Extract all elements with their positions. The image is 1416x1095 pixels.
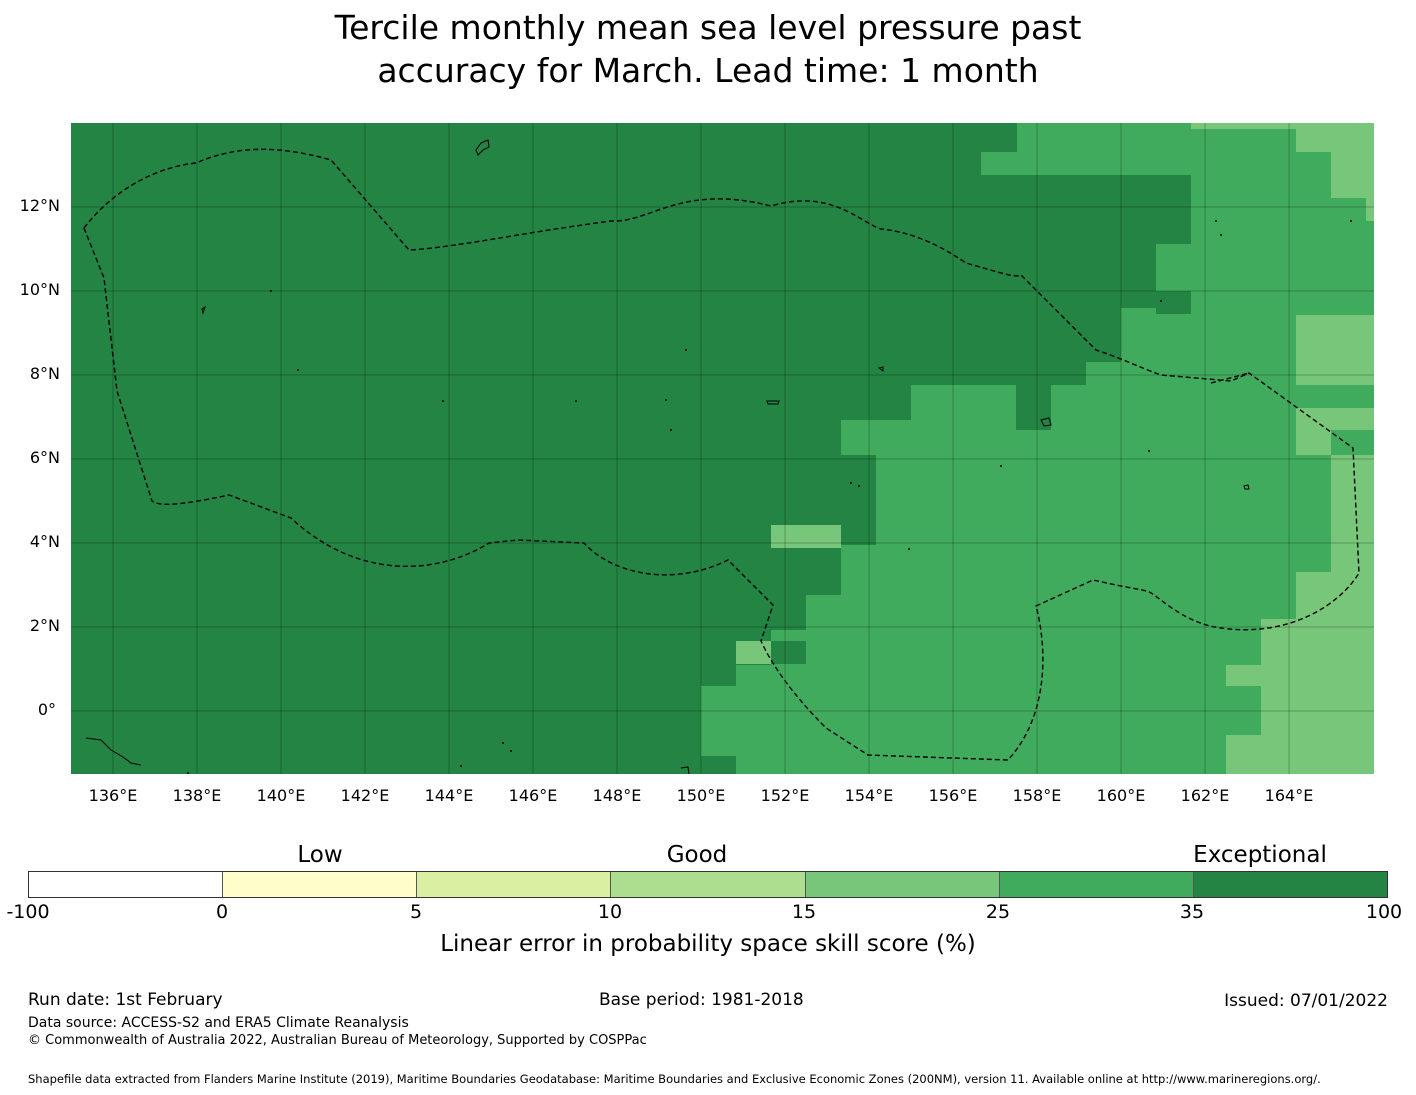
atolls — [187, 220, 1352, 774]
lat-label-6n: 6°N — [29, 448, 60, 467]
colorbar-tick-100: 100 — [1365, 901, 1403, 923]
region-good-patch-a — [771, 525, 841, 548]
lon-label-144e: 144°E — [424, 786, 474, 805]
region-good-east — [1296, 123, 1374, 221]
region-good-east-3 — [1296, 408, 1374, 455]
colorbar-tick-neg100: -100 — [6, 901, 50, 923]
colorbar-tick-0: 0 — [215, 901, 229, 923]
lon-label-136e: 136°E — [88, 786, 138, 805]
lon-label-138e: 138°E — [172, 786, 222, 805]
map-title: Tercile monthly mean sea level pressure … — [0, 6, 1416, 92]
skill-score-map — [71, 123, 1374, 774]
colorbar-bin-5-10 — [417, 872, 612, 897]
atoll-11 — [1000, 465, 1002, 467]
colorbar-category-good: Good — [666, 842, 728, 868]
region-good-east-2 — [1296, 315, 1374, 385]
copyright: © Commonwealth of Australia 2022, Austra… — [28, 1033, 647, 1048]
island-guam — [475, 139, 490, 156]
lat-label-0: 0° — [37, 700, 56, 719]
island-palau — [85, 737, 142, 766]
atoll-15 — [1350, 220, 1352, 222]
data-source: Data source: ACCESS-S2 and ERA5 Climate … — [28, 1015, 409, 1031]
lon-label-162e: 162°E — [1180, 786, 1230, 805]
island-kosrae — [1243, 484, 1250, 490]
colorbar-category-exceptional: Exceptional — [1193, 842, 1327, 868]
colorbar-tick-25: 25 — [985, 901, 1011, 923]
atoll-5 — [665, 399, 667, 401]
atoll-20 — [187, 772, 189, 774]
colorbar-tick-5: 5 — [409, 901, 423, 923]
atoll-3 — [442, 400, 444, 402]
atoll-1 — [270, 290, 272, 292]
lat-label-8n: 8°N — [29, 364, 60, 383]
lat-label-2n: 2°N — [29, 616, 60, 635]
eez-boundary-fsm — [83, 148, 1360, 761]
atoll-19 — [460, 765, 462, 767]
region-exceptional-patch-1 — [1037, 175, 1156, 385]
colorbar-bin-35-100 — [1193, 872, 1387, 897]
region-very-good — [701, 123, 1374, 774]
eez-boundary-marshall — [1210, 372, 1250, 384]
atoll-4 — [575, 400, 577, 402]
lon-label-142e: 142°E — [340, 786, 390, 805]
colorbar-bin-25-35 — [999, 872, 1194, 897]
colorbar — [28, 871, 1388, 898]
lon-label-160e: 160°E — [1096, 786, 1146, 805]
atoll-2 — [297, 369, 299, 371]
island-small-1 — [877, 366, 884, 372]
atoll-16 — [1160, 300, 1162, 302]
atoll-6 — [685, 349, 687, 351]
atoll-7 — [670, 429, 672, 431]
region-exceptional-patch-4 — [841, 525, 876, 545]
atoll-14 — [1220, 234, 1222, 236]
region-good-top — [1191, 123, 1296, 129]
region-exceptional-patch-2 — [1156, 291, 1191, 314]
base-period: Base period: 1981-2018 — [599, 990, 804, 1010]
map-canvas — [71, 123, 1374, 774]
lat-label-10n: 10°N — [19, 280, 60, 299]
colorbar-category-low: Low — [297, 842, 343, 868]
lon-label-146e: 146°E — [508, 786, 558, 805]
colorbar-bin-neg100-0 — [29, 872, 224, 897]
lon-label-150e: 150°E — [676, 786, 726, 805]
lon-label-154e: 154°E — [844, 786, 894, 805]
lon-label-140e: 140°E — [256, 786, 306, 805]
title-line-1: Tercile monthly mean sea level pressure … — [334, 8, 1082, 47]
lon-label-148e: 148°E — [592, 786, 642, 805]
lon-label-158e: 158°E — [1012, 786, 1062, 805]
island-pohnpei — [1040, 417, 1052, 427]
island-new-guinea — [680, 766, 690, 774]
region-exceptional-patch-3 — [771, 641, 806, 664]
colorbar-axis-label: Linear error in probability space skill … — [440, 931, 976, 957]
atoll-18 — [510, 750, 512, 752]
colorbar-bin-10-15 — [611, 872, 806, 897]
lat-label-4n: 4°N — [29, 532, 60, 551]
colorbar-bin-15-25 — [805, 872, 1000, 897]
island-chuuk — [766, 400, 780, 405]
graticule — [71, 123, 1374, 774]
atoll-8 — [850, 482, 852, 484]
region-good-patch-b — [736, 641, 771, 664]
title-line-2: accuracy for March. Lead time: 1 month — [377, 51, 1039, 90]
lon-label-164e: 164°E — [1264, 786, 1314, 805]
atoll-9 — [858, 485, 860, 487]
atoll-13 — [1215, 220, 1217, 222]
run-date: Run date: 1st February — [28, 990, 223, 1010]
shapefile-credit: Shapefile data extracted from Flanders M… — [28, 1072, 1321, 1086]
lon-label-156e: 156°E — [928, 786, 978, 805]
colorbar-tick-35: 35 — [1179, 901, 1205, 923]
atoll-17 — [502, 742, 504, 744]
lon-label-152e: 152°E — [760, 786, 810, 805]
islands — [85, 139, 1250, 774]
atoll-10 — [908, 548, 910, 550]
colorbar-bin-0-5 — [223, 872, 418, 897]
atoll-12 — [1148, 450, 1150, 452]
issued-date: Issued: 07/01/2022 — [1224, 991, 1388, 1011]
island-yap — [201, 305, 206, 315]
region-good-south — [1226, 455, 1374, 774]
colorbar-tick-10: 10 — [597, 901, 623, 923]
colorbar-tick-15: 15 — [791, 901, 817, 923]
lat-label-12n: 12°N — [19, 196, 60, 215]
